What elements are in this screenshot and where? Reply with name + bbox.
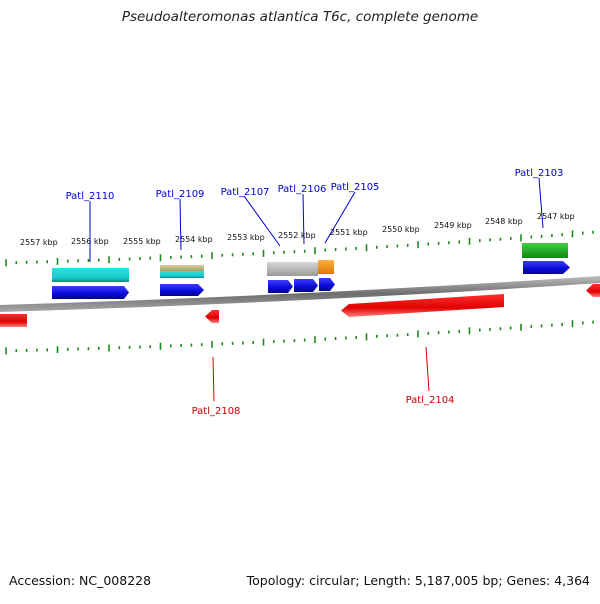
leader-patl-2105 (324, 191, 356, 244)
gene-arrow-patl-2104[interactable] (341, 294, 504, 317)
leader-patl-2109 (179, 198, 182, 251)
ruler-label: 2547 kbp (537, 212, 575, 221)
reverse-genes (0, 284, 600, 327)
leader-patl-2108 (212, 356, 215, 402)
cog-box-patl-2110[interactable] (52, 268, 129, 282)
ruler-label: 2551 kbp (330, 228, 368, 237)
gene-arrow-patl-2106[interactable] (294, 279, 318, 292)
accession-text: Accession: NC_008228 (9, 573, 152, 588)
ruler-label: 2549 kbp (434, 221, 472, 230)
gene-label-patl-2107[interactable]: Patl_2107 (221, 187, 270, 198)
ruler-labels: 2557 kbp 2556 kbp 2555 kbp 2554 kbp 2553… (20, 212, 575, 247)
ruler-label: 2553 kbp (227, 233, 265, 242)
label-leaders (89, 177, 544, 402)
leader-patl-2104 (425, 346, 430, 392)
gene-arrow-patl-2108[interactable] (205, 310, 219, 323)
ruler-ticks-upper (5, 230, 594, 267)
gene-label-patl-2110[interactable]: Patl_2110 (66, 191, 115, 202)
genome-backbone (0, 276, 600, 312)
cog-box-patl-2109-a[interactable] (160, 265, 204, 271)
gene-arrow-reverse-right[interactable] (586, 284, 600, 297)
cog-box-patl-2105[interactable] (318, 260, 334, 274)
ruler-label: 2548 kbp (485, 217, 523, 226)
cog-box-patl-2109-b[interactable] (160, 271, 204, 278)
gene-arrow-patl-2107[interactable] (268, 280, 293, 293)
gene-arrow-patl-2103[interactable] (523, 261, 570, 274)
ruler-label: 2557 kbp (20, 238, 58, 247)
ruler-ticks-lower (5, 320, 594, 355)
gene-arrow-patl-2110[interactable] (52, 286, 129, 299)
genome-summary-text: Topology: circular; Length: 5,187,005 bp… (246, 573, 590, 588)
forward-genes (52, 261, 570, 299)
ruler-label: 2552 kbp (278, 231, 316, 240)
gene-arrow-reverse-left[interactable] (0, 314, 27, 327)
gene-label-patl-2108[interactable]: Patl_2108 (192, 406, 241, 417)
ruler-label: 2550 kbp (382, 225, 420, 234)
map-title: Pseudoalteromonas atlantica T6c, complet… (121, 9, 479, 25)
gene-label-patl-2109[interactable]: Patl_2109 (156, 189, 205, 200)
gene-labels: Patl_2110 Patl_2109 Patl_2107 Patl_2106 … (66, 168, 564, 417)
gene-label-patl-2105[interactable]: Patl_2105 (331, 182, 380, 193)
ruler-label: 2555 kbp (123, 237, 161, 246)
leader-patl-2106 (302, 193, 305, 245)
ruler-label: 2554 kbp (175, 235, 213, 244)
gene-label-patl-2103[interactable]: Patl_2103 (515, 168, 564, 179)
gene-label-patl-2104[interactable]: Patl_2104 (406, 395, 455, 406)
cog-features (52, 243, 568, 282)
cog-box-patl-2103[interactable] (522, 243, 568, 258)
gene-arrow-patl-2109[interactable] (160, 284, 204, 296)
leader-patl-2103 (538, 177, 544, 229)
gene-arrow-patl-2105[interactable] (319, 278, 335, 291)
gene-label-patl-2106[interactable]: Patl_2106 (278, 184, 327, 195)
cog-box-patl-2107[interactable] (267, 262, 318, 276)
leader-patl-2107 (243, 195, 281, 247)
